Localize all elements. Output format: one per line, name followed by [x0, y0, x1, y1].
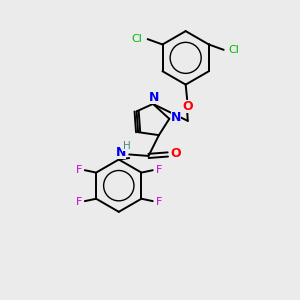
Text: H: H	[123, 141, 131, 151]
Text: N: N	[148, 91, 159, 104]
Text: O: O	[182, 100, 193, 112]
Text: N: N	[171, 111, 181, 124]
Text: N: N	[116, 146, 126, 159]
Text: O: O	[170, 147, 181, 160]
Text: F: F	[76, 165, 82, 175]
Text: Cl: Cl	[132, 34, 143, 44]
Text: Cl: Cl	[229, 45, 239, 56]
Text: F: F	[76, 197, 82, 207]
Text: F: F	[155, 197, 162, 207]
Text: F: F	[155, 165, 162, 175]
